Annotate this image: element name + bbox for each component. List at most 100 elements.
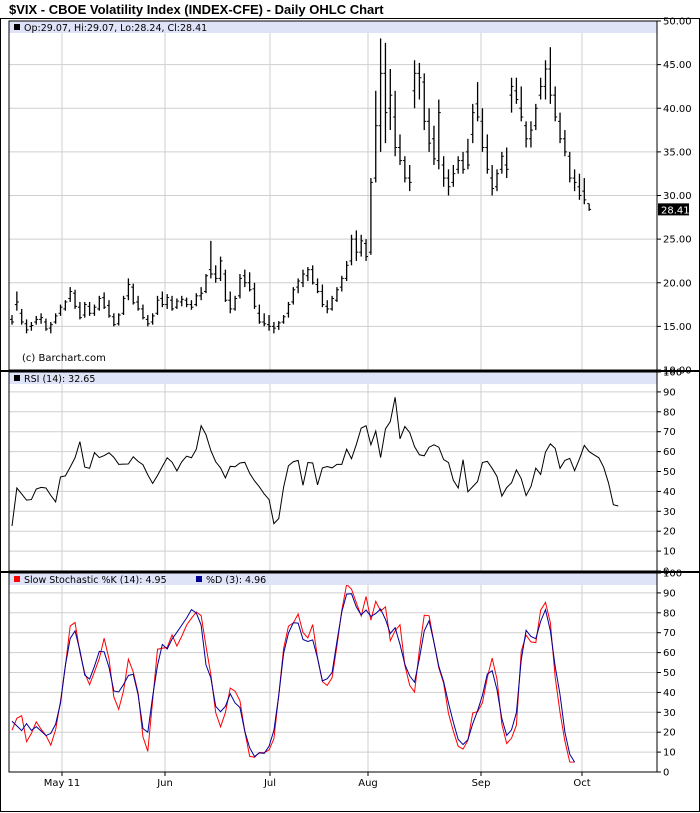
ohlc-bar	[548, 47, 553, 104]
ohlc-bar	[504, 147, 509, 179]
ohlc-bar	[572, 169, 577, 192]
ohlc-bar	[427, 108, 432, 152]
ohlc-bar	[519, 86, 524, 122]
x-tick-label: Sep	[472, 778, 491, 789]
ohlc-bar	[412, 60, 417, 109]
ohlc-bar	[73, 289, 78, 309]
ohlc-bar	[441, 156, 446, 187]
ohlc-bar	[82, 301, 87, 318]
y-tick-label: 40.00	[663, 104, 692, 115]
ohlc-bar	[533, 103, 538, 131]
stochastic-legend-bar	[9, 573, 657, 585]
ohlc-bar	[480, 108, 485, 152]
ohlc-bar	[301, 269, 305, 288]
ohlc-bar	[499, 151, 504, 174]
rsi-legend-swatch	[14, 375, 20, 381]
ohlc-bar	[29, 322, 34, 331]
y-tick-label: 70	[663, 427, 676, 438]
ohlc-bar	[354, 230, 359, 261]
y-tick-label: 70	[663, 628, 676, 639]
ohlc-bar	[68, 287, 73, 302]
ohlc-bar	[208, 240, 213, 279]
ohlc-bar	[189, 300, 194, 310]
ohlc-bar	[136, 295, 141, 311]
ohlc-bar	[495, 169, 499, 192]
ohlc-bar	[170, 295, 175, 311]
watermark: (c) Barchart.com	[22, 353, 106, 364]
x-tick-label: May 11	[44, 778, 81, 789]
ohlc-bar	[155, 295, 160, 316]
y-tick-label: 30	[663, 507, 676, 518]
ohlc-bar	[305, 267, 310, 282]
y-tick-label: 90	[663, 387, 676, 398]
ohlc-bar	[194, 293, 199, 307]
ohlc-bar	[267, 315, 272, 331]
ohlc-bar	[553, 86, 558, 122]
ohlc-bar	[344, 260, 349, 282]
x-tick-label: Oct	[573, 778, 590, 789]
ohlc-bar	[271, 322, 276, 334]
ohlc-bar	[174, 298, 179, 309]
y-tick-label: 15.00	[663, 322, 692, 333]
y-tick-label: 20.00	[663, 278, 692, 289]
ohlc-bar	[577, 173, 582, 200]
price-legend: Op:29.07, Hi:29.07, Lo:28.24, Cl:28.41	[24, 23, 207, 34]
ohlc-bar	[514, 77, 519, 104]
ohlc-bar	[140, 304, 145, 320]
ohlc-bar	[121, 295, 126, 316]
ohlc-bar	[58, 304, 63, 316]
y-tick-label: 30.00	[663, 191, 692, 202]
x-tick-label: Aug	[358, 778, 378, 789]
ohlc-bar	[587, 203, 592, 211]
ohlc-bar	[87, 301, 92, 316]
y-tick-label: 60	[663, 447, 676, 458]
y-tick-label: 50	[663, 467, 676, 478]
ohlc-bar	[24, 319, 29, 334]
ohlc-bar	[92, 304, 97, 316]
y-tick-label: 20	[663, 728, 676, 739]
x-tick-label: Jul	[263, 778, 276, 789]
chart-title: $VIX - CBOE Volatility Index (INDEX-CFE)…	[9, 2, 384, 17]
y-tick-label: 10	[663, 748, 676, 759]
rsi-legend: RSI (14): 32.65	[24, 374, 95, 385]
ohlc-bar	[160, 291, 165, 308]
ohlc-bar	[213, 265, 218, 283]
ohlc-bar	[63, 300, 68, 311]
ohlc-bar	[286, 301, 291, 318]
ohlc-bar	[281, 315, 286, 324]
ohlc-bar	[53, 313, 58, 324]
ohlc-bar	[470, 103, 475, 144]
ohlc-bar	[242, 269, 247, 288]
stochastic-d-line	[11, 593, 576, 763]
ohlc-bar	[422, 73, 427, 131]
ohlc-bar	[111, 313, 116, 327]
ohlc-bar	[97, 295, 102, 311]
stochastic-d-legend: %D (3): 4.96	[206, 575, 266, 586]
x-tick-label: Jun	[156, 778, 173, 789]
y-tick-label: 25.00	[663, 235, 692, 246]
rsi-line	[11, 397, 619, 527]
ohlc-bar	[524, 121, 529, 148]
ohlc-bar	[431, 125, 436, 165]
price-legend-swatch	[14, 24, 20, 30]
y-tick-label: 40	[663, 487, 676, 498]
ohlc-bar	[349, 234, 354, 266]
ohlc-bar	[296, 278, 301, 294]
last-price-box	[658, 203, 689, 216]
y-tick-label: 30	[663, 708, 676, 719]
ohlc-bar	[368, 178, 373, 255]
ohlc-bar	[150, 313, 155, 325]
ohlc-bar	[19, 308, 24, 325]
ohlc-bar	[131, 283, 136, 305]
y-tick-label: 45.00	[663, 60, 692, 71]
ohlc-bar	[402, 156, 407, 183]
ohlc-bar	[310, 265, 315, 285]
ohlc-bar	[165, 294, 170, 309]
ohlc-bar	[562, 130, 567, 157]
price-legend-bar	[9, 21, 657, 33]
y-tick-label: 50.00	[663, 17, 692, 28]
ohlc-bar	[461, 151, 466, 174]
ohlc-bar	[320, 284, 325, 308]
y-tick-label: 10	[663, 547, 676, 558]
ohlc-bar	[436, 99, 441, 170]
